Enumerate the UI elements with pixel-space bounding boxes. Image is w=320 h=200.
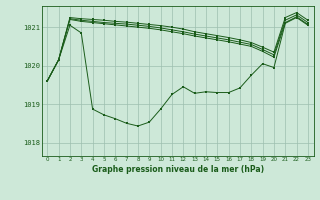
X-axis label: Graphe pression niveau de la mer (hPa): Graphe pression niveau de la mer (hPa)	[92, 165, 264, 174]
